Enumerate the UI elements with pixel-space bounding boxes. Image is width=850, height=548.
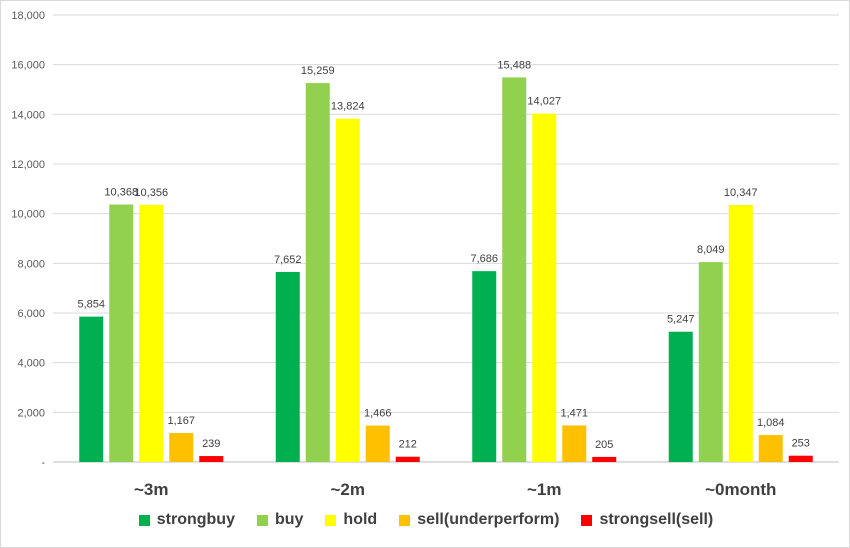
legend-item: strongsell(sell): [581, 511, 713, 529]
legend-label: sell(underperform): [417, 511, 560, 528]
bar-sellunderperform: [169, 433, 194, 462]
legend-label: buy: [274, 511, 304, 528]
data-label: 5,247: [667, 314, 695, 326]
data-label: 239: [202, 438, 220, 450]
y-tick-label: 2,000: [17, 407, 45, 419]
y-tick-label: 14,000: [11, 109, 45, 121]
data-label: 10,347: [724, 187, 758, 199]
data-label: 5,854: [77, 299, 105, 311]
legend: strongbuy buy hold sell(underperform) strong…: [1, 511, 850, 529]
legend-label: strongsell(sell): [599, 511, 714, 528]
bar-sellunderperform: [365, 425, 390, 462]
data-label: 1,471: [560, 407, 588, 419]
data-label: 1,466: [364, 408, 392, 420]
y-tick-label: 10,000: [11, 209, 45, 221]
legend-label: hold: [343, 511, 378, 528]
legend-swatch: [325, 514, 337, 526]
bar-strongbuy: [668, 331, 693, 462]
y-tick-label: 12,000: [11, 159, 45, 171]
bar-hold: [728, 205, 753, 462]
x-tick-label: ~2m: [331, 480, 366, 499]
data-label: 1,084: [757, 417, 785, 429]
bar-sellunderperform: [562, 425, 587, 462]
data-label: 212: [399, 439, 417, 451]
legend-swatch: [399, 514, 411, 526]
bar-buy: [305, 83, 330, 462]
bar-buy: [502, 77, 527, 462]
x-tick-label: ~3m: [134, 480, 169, 499]
data-label: 15,488: [497, 59, 531, 71]
bar-hold: [335, 118, 360, 462]
data-label: 205: [595, 439, 613, 451]
bar-hold: [139, 204, 164, 463]
bar-strongsellsell: [199, 456, 224, 462]
bar-strongsellsell: [395, 456, 420, 462]
bar-strongsellsell: [592, 456, 617, 462]
bar-hold: [532, 113, 557, 462]
data-label: 10,368: [104, 187, 138, 199]
y-tick-label: 16,000: [11, 60, 45, 72]
y-tick-label: 4,000: [17, 358, 45, 370]
data-label: 1,167: [167, 415, 195, 427]
legend-swatch: [581, 514, 593, 526]
bar-strongbuy: [275, 271, 300, 462]
bar-buy: [698, 262, 723, 462]
bar-strongbuy: [472, 271, 497, 462]
bar-chart: - 2,000 4,000 6,000 8,000 10,000 12,000 14,000 1…: [11, 10, 839, 499]
data-label: 7,652: [274, 254, 302, 266]
bar-strongbuy: [79, 316, 104, 462]
y-tick-label: 6,000: [17, 308, 45, 320]
legend-item: sell(underperform): [399, 511, 559, 529]
legend-item: buy: [256, 511, 304, 529]
x-tick-label: ~0month: [705, 480, 776, 499]
bar-buy: [109, 204, 134, 462]
data-label: 15,259: [301, 65, 335, 77]
bar-sellunderperform: [758, 435, 783, 462]
legend-swatch: [138, 514, 150, 526]
legend-item: strongbuy: [138, 511, 235, 529]
data-label: 14,027: [527, 96, 561, 108]
data-label: 253: [792, 438, 810, 450]
legend-label: strongbuy: [156, 511, 235, 528]
y-tick-label: 18,000: [11, 10, 45, 22]
y-tick-label: 8,000: [17, 258, 45, 270]
data-label: 10,356: [134, 187, 168, 199]
legend-swatch: [256, 514, 268, 526]
data-label: 8,049: [697, 244, 725, 256]
y-tick-label: -: [41, 457, 45, 469]
data-label: 13,824: [331, 101, 365, 113]
bar-strongsellsell: [788, 455, 813, 462]
x-tick-label: ~1m: [527, 480, 562, 499]
legend-item: hold: [325, 511, 377, 529]
data-label: 7,686: [470, 253, 498, 265]
